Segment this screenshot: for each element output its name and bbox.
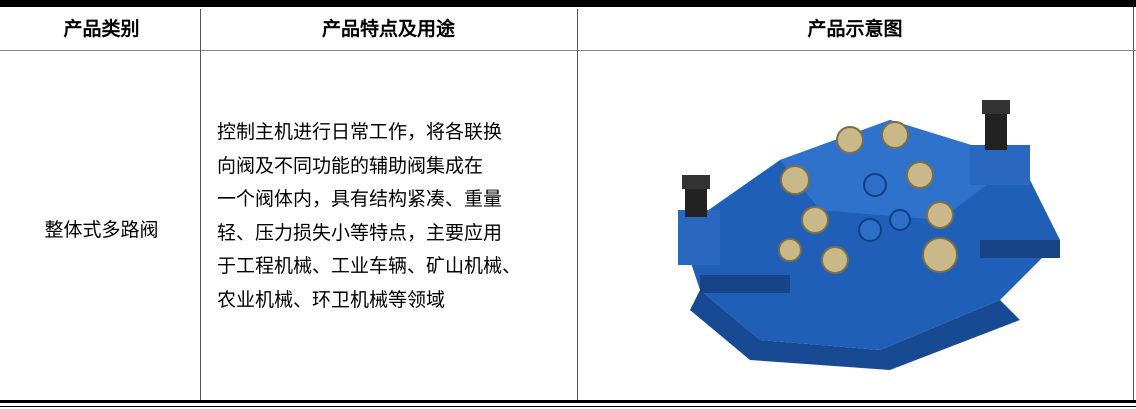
description-line: 于工程机械、工业车辆、矿山机械、 [217,255,522,277]
description-line: 轻、压力损失小等特点，主要应用 [217,221,503,244]
category-cell: 整体式多路阀 [44,219,159,241]
bottom-rule-thick [0,400,1136,403]
column-divider [200,9,201,400]
top-rule [0,0,1136,7]
product-image [678,100,1060,370]
description-line: 农业机械、环卫机械等领域 [217,288,446,311]
header-cell: 产品类别 [63,18,140,40]
description-line: 一个阀体内，具有结构紧凑、重量 [217,188,503,210]
bottom-rule-thin [0,406,1136,407]
description-line: 向阀及不同功能的辅助阀集成在 [217,154,484,177]
header-cell: 产品特点及用途 [321,18,455,40]
table-border [1133,7,1134,400]
header-rule [0,50,1136,51]
description-line: 控制主机进行日常工作，将各联换 [217,121,503,143]
header-cell: 产品示意图 [807,18,903,40]
description-cell: 控制主机进行日常工作，将各联换 向阀及不同功能的辅助阀集成在 一个阀体内，具有结… [217,116,521,317]
column-divider [577,9,578,400]
